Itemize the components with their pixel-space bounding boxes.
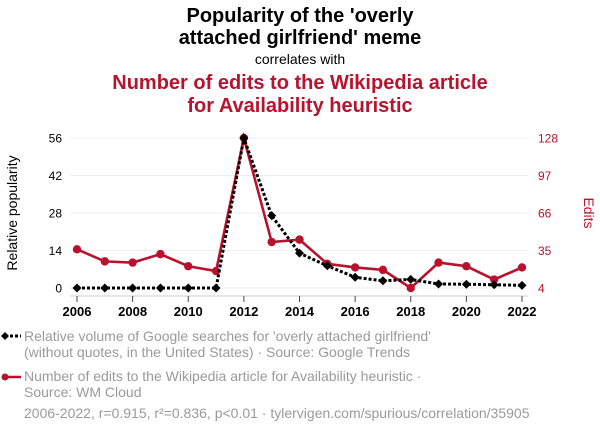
data-point-google-searches: [461, 279, 471, 289]
x-tick-label: 2020: [452, 304, 481, 319]
data-point-wikipedia-edits: [350, 263, 360, 272]
y-left-tick-label: 28: [49, 207, 63, 221]
data-point-wikipedia-edits: [72, 245, 82, 254]
data-point-wikipedia-edits: [406, 283, 415, 293]
y-left-tick-label: 56: [49, 132, 63, 146]
legend-line: Source: WM Cloud: [24, 384, 142, 400]
data-point-google-searches: [128, 283, 138, 293]
data-point-wikipedia-edits: [462, 262, 471, 271]
data-point-wikipedia-edits: [211, 266, 221, 276]
data-point-google-searches: [434, 279, 444, 289]
data-point-google-searches: [100, 283, 110, 293]
x-tick-label: 2012: [229, 304, 258, 319]
data-point-wikipedia-edits: [128, 258, 137, 267]
data-point-google-searches: [239, 133, 249, 143]
data-point-google-searches: [155, 283, 165, 293]
solid-circle-line-icon: [1, 373, 21, 381]
y-right-tick-label: 35: [538, 244, 552, 258]
x-tick-label: 2006: [63, 304, 92, 319]
axes: 0 4 14 35 28 66 42 97 56 128 2006 2008 2010 2012 2014 2…: [49, 132, 559, 320]
x-tick-label: 2008: [118, 304, 147, 319]
chart-subtitle-line-2: for Availability heuristic: [187, 95, 413, 117]
chart-title-line-1: Popularity of the 'overly: [186, 5, 414, 27]
data-point-wikipedia-edits: [295, 235, 304, 244]
y-left-tick-label: 0: [55, 282, 62, 296]
data-point-wikipedia-edits: [434, 258, 443, 267]
data-point-wikipedia-edits: [100, 257, 110, 266]
x-tick-label: 2010: [174, 304, 203, 319]
series: [72, 132, 527, 293]
data-point-google-searches: [267, 211, 277, 221]
data-point-google-searches: [489, 280, 499, 290]
y-left-tick-label: 14: [49, 244, 63, 258]
data-point-wikipedia-edits: [517, 263, 527, 272]
data-point-google-searches: [211, 283, 221, 293]
correlates-with-label: correlates with: [254, 51, 346, 67]
legend-line: (without quotes, in the United States) ·…: [24, 344, 410, 360]
x-tick-label: 2016: [341, 304, 370, 319]
data-point-wikipedia-edits: [267, 237, 276, 247]
data-point-wikipedia-edits: [489, 275, 499, 284]
chart-title-line-2: attached girlfriend' meme: [178, 27, 422, 49]
data-point-wikipedia-edits: [378, 265, 388, 275]
legend-text-wikipedia-edits: Number of edits to the Wikipedia article…: [24, 368, 421, 400]
dotted-diamond-line-icon: [1, 332, 21, 340]
x-tick-label: 2018: [396, 304, 425, 319]
data-point-google-searches: [295, 248, 304, 258]
data-point-wikipedia-edits: [156, 249, 165, 259]
y-axis-right-label: Edits: [581, 197, 597, 228]
data-point-google-searches: [378, 276, 388, 286]
x-tick-label: 2022: [508, 304, 537, 319]
y-axis-left-label: Relative popularity: [4, 155, 20, 270]
chart-subtitle-line-1: Number of edits to the Wikipedia article: [112, 72, 488, 94]
data-point-google-searches: [322, 261, 332, 271]
legend-line: Relative volume of Google searches for '…: [24, 328, 431, 344]
correlation-footer: 2006-2022, r=0.915, r²=0.836, p<0.01 · t…: [24, 405, 530, 421]
data-point-google-searches: [406, 274, 416, 284]
data-point-google-searches: [183, 283, 193, 293]
y-right-tick-label: 4: [538, 282, 545, 296]
legend-text-google-searches: Relative volume of Google searches for '…: [24, 328, 431, 360]
data-point-google-searches: [72, 283, 82, 293]
x-tick-label: 2014: [285, 304, 315, 319]
y-right-tick-label: 66: [538, 207, 552, 221]
data-point-wikipedia-edits: [184, 262, 193, 271]
y-left-tick-label: 42: [49, 169, 63, 183]
data-point-google-searches: [350, 272, 360, 282]
legend-line: Number of edits to the Wikipedia article…: [24, 368, 422, 384]
data-point-google-searches: [517, 280, 527, 290]
y-right-tick-label: 97: [538, 169, 552, 183]
y-right-tick-label: 128: [538, 132, 558, 146]
